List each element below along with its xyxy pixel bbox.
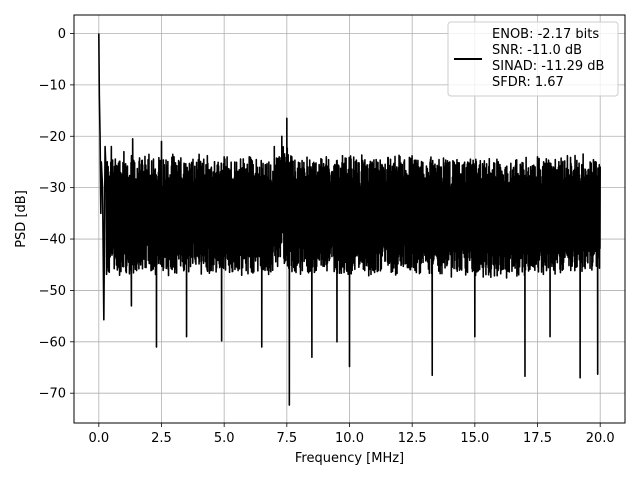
- legend: ENOB: -2.17 bits SNR: -11.0 dB SINAD: -11.…: [447, 21, 619, 97]
- y-tick-label: −10: [39, 78, 66, 93]
- x-tick-label: 5.0: [214, 431, 235, 446]
- x-tick-label: 10.0: [335, 431, 364, 446]
- x-tick-label: 2.5: [151, 431, 172, 446]
- y-tick-label: −30: [39, 181, 66, 196]
- x-tick-label: 17.5: [523, 431, 552, 446]
- y-tick-label: −50: [39, 284, 66, 299]
- psd-series-line: [98, 33, 601, 406]
- y-tick-label: −40: [39, 233, 66, 248]
- legend-line-3: SINAD: -11.29 dB: [492, 59, 604, 74]
- y-tick-label: −60: [39, 335, 66, 350]
- legend-line-2: SNR: -11.0 dB: [492, 43, 582, 58]
- legend-box: [447, 21, 619, 97]
- x-tick-label: 12.5: [398, 431, 427, 446]
- y-tick-label: 0: [58, 27, 66, 42]
- x-tick-label: 7.5: [276, 431, 297, 446]
- x-tick-label: 0.0: [88, 431, 109, 446]
- series-group: [98, 33, 601, 406]
- legend-line-1: ENOB: -2.17 bits: [492, 27, 599, 42]
- x-tick-label: 20.0: [586, 431, 615, 446]
- y-axis-label: PSD [dB]: [14, 190, 29, 248]
- legend-line-4: SFDR: 1.67: [492, 75, 564, 90]
- y-tick-label: −20: [39, 130, 66, 145]
- y-tick-label: −70: [39, 387, 66, 402]
- x-tick-label: 15.0: [460, 431, 489, 446]
- axis-ticks: 0.0 2.5 5.0 7.5 10.0 12.5 15.0 17.5 20.0 0 −10 −20 −…: [39, 27, 615, 446]
- x-axis-label: Frequency [MHz]: [295, 451, 404, 466]
- legend-series-label: ENOB: -2.17 bits SNR: -11.0 dB SINAD: -11.…: [492, 27, 604, 90]
